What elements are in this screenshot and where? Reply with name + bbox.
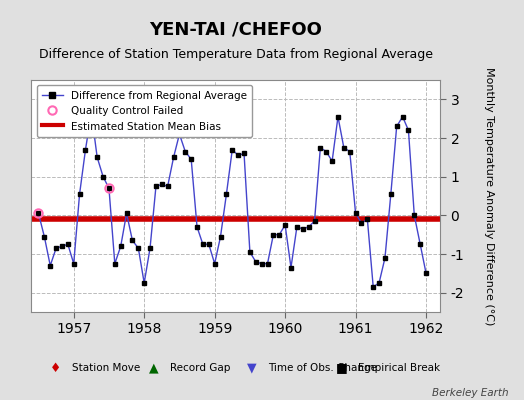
Text: ♦: ♦: [50, 362, 62, 374]
Text: Station Move: Station Move: [72, 363, 140, 373]
Text: Record Gap: Record Gap: [170, 363, 231, 373]
Text: Berkeley Earth: Berkeley Earth: [432, 388, 508, 398]
Text: Difference of Station Temperature Data from Regional Average: Difference of Station Temperature Data f…: [39, 48, 433, 61]
Text: ▼: ▼: [247, 362, 257, 374]
Text: YEN-TAI /CHEFOO: YEN-TAI /CHEFOO: [149, 20, 322, 38]
Text: ■: ■: [336, 362, 348, 374]
Text: Empirical Break: Empirical Break: [358, 363, 441, 373]
Legend: Difference from Regional Average, Quality Control Failed, Estimated Station Mean: Difference from Regional Average, Qualit…: [37, 85, 252, 137]
Text: ▲: ▲: [149, 362, 159, 374]
Y-axis label: Monthly Temperature Anomaly Difference (°C): Monthly Temperature Anomaly Difference (…: [484, 67, 494, 325]
Text: Time of Obs. Change: Time of Obs. Change: [268, 363, 377, 373]
